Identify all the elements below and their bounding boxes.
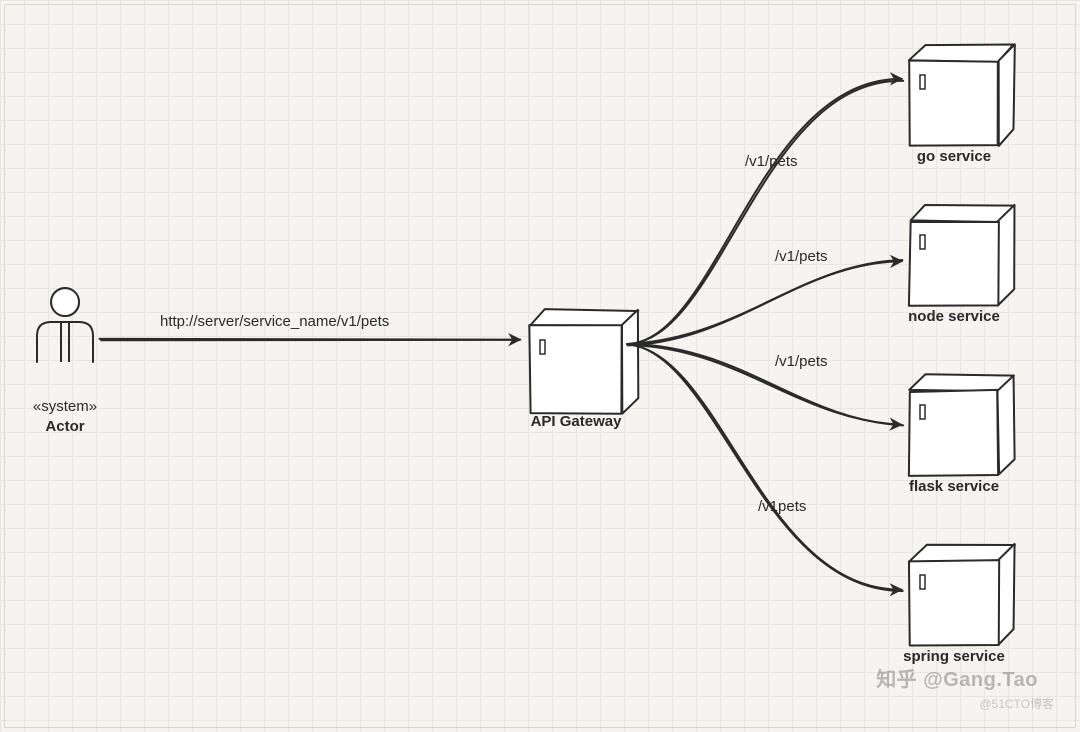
edge-label-spring: /v1pets [758,498,806,515]
watermark-zhihu: 知乎 @Gang.Tao [876,663,1038,692]
main-edge-label: http://server/service_name/v1/pets [160,313,389,330]
diagram-svg [0,0,1080,732]
actor-name: Actor [45,418,84,435]
edge-label-flask: /v1/pets [775,353,828,370]
service-label-flask: flask service [909,478,999,495]
service-label-node: node service [908,308,1000,325]
actor-stereotype: «system» [33,398,97,415]
edge-label-go: /v1/pets [745,153,798,170]
edge-label-node: /v1/pets [775,248,828,265]
watermark-51cto: @51CTO博客 [979,695,1054,712]
diagram-stage: «system» Actor http://server/service_nam… [0,0,1080,732]
gateway-label: API Gateway [531,413,622,430]
service-label-go: go service [917,148,991,165]
